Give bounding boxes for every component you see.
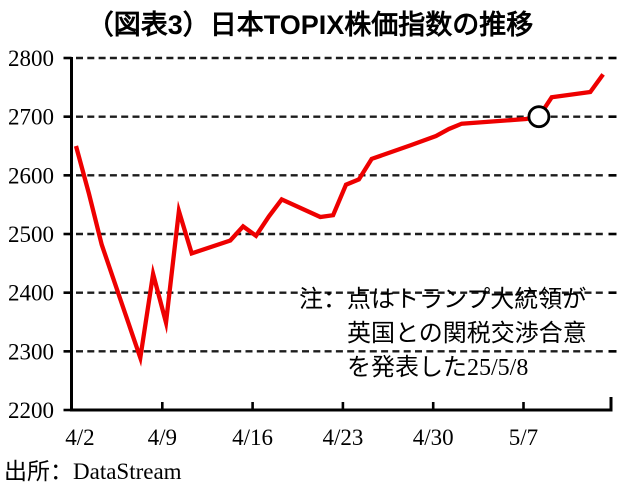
annotation-line-2: 英国との関税交渉合意 bbox=[347, 321, 587, 347]
annotation-note: 注：点はトランプ大統領が 英国との関税交渉合意 を発表した25/5/8 bbox=[299, 283, 587, 385]
y-axis-label-2600: 2600 bbox=[8, 163, 54, 188]
annotation-line-3: を発表した25/5/8 bbox=[347, 355, 529, 381]
x-axis-label-4/30: 4/30 bbox=[413, 425, 454, 450]
x-axis-line bbox=[70, 397, 613, 412]
chart-title: （図表3）日本TOPIX株価指数の推移 bbox=[86, 10, 534, 40]
y-axis-label-2700: 2700 bbox=[8, 105, 54, 130]
y-axis-label-2400: 2400 bbox=[8, 281, 54, 306]
topix-price-line bbox=[73, 73, 605, 367]
x-axis-label-4/16: 4/16 bbox=[232, 425, 273, 450]
event-marker-circle bbox=[527, 105, 551, 129]
x-axis-label-4/23: 4/23 bbox=[322, 425, 363, 450]
source-note: 出所：DataStream bbox=[4, 459, 182, 484]
y-axis-label-2500: 2500 bbox=[8, 222, 54, 247]
x-axis-label-5/7: 5/7 bbox=[509, 425, 538, 450]
y-axis-label-2200: 2200 bbox=[8, 398, 54, 423]
x-axis-label-4/2: 4/2 bbox=[65, 425, 94, 450]
y-axis-label-2300: 2300 bbox=[8, 339, 54, 364]
annotation-line-1: 注：点はトランプ大統領が bbox=[299, 287, 587, 313]
x-axis-label-4/9: 4/9 bbox=[148, 425, 177, 450]
y-axis-label-2800: 2800 bbox=[8, 46, 54, 71]
